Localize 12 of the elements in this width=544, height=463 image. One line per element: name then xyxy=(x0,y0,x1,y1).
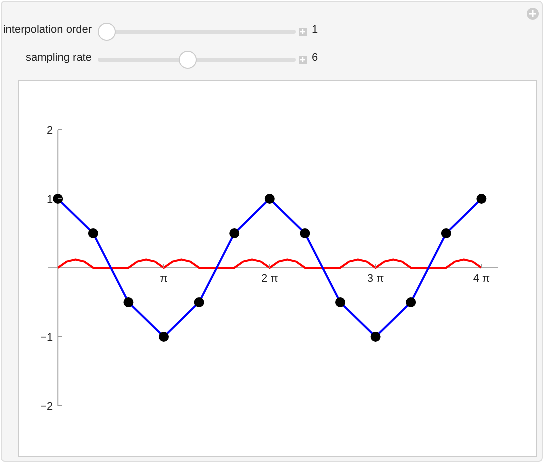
y-tick-label: 1 xyxy=(46,194,54,206)
x-tick-label: 3 π xyxy=(367,273,385,285)
y-tick-label: −2 xyxy=(40,401,54,413)
text: 6 xyxy=(312,52,318,64)
y-tick-label: −1 xyxy=(40,332,54,344)
text: sampling rate xyxy=(24,52,92,64)
x-tick-label: π xyxy=(160,273,168,285)
x-tick-label: 4 π xyxy=(473,273,490,285)
text: interpolation order xyxy=(2,24,92,36)
x-tick-label: 2 π xyxy=(262,273,279,285)
text: 1 xyxy=(312,24,318,36)
y-tick-label: 2 xyxy=(46,125,54,137)
